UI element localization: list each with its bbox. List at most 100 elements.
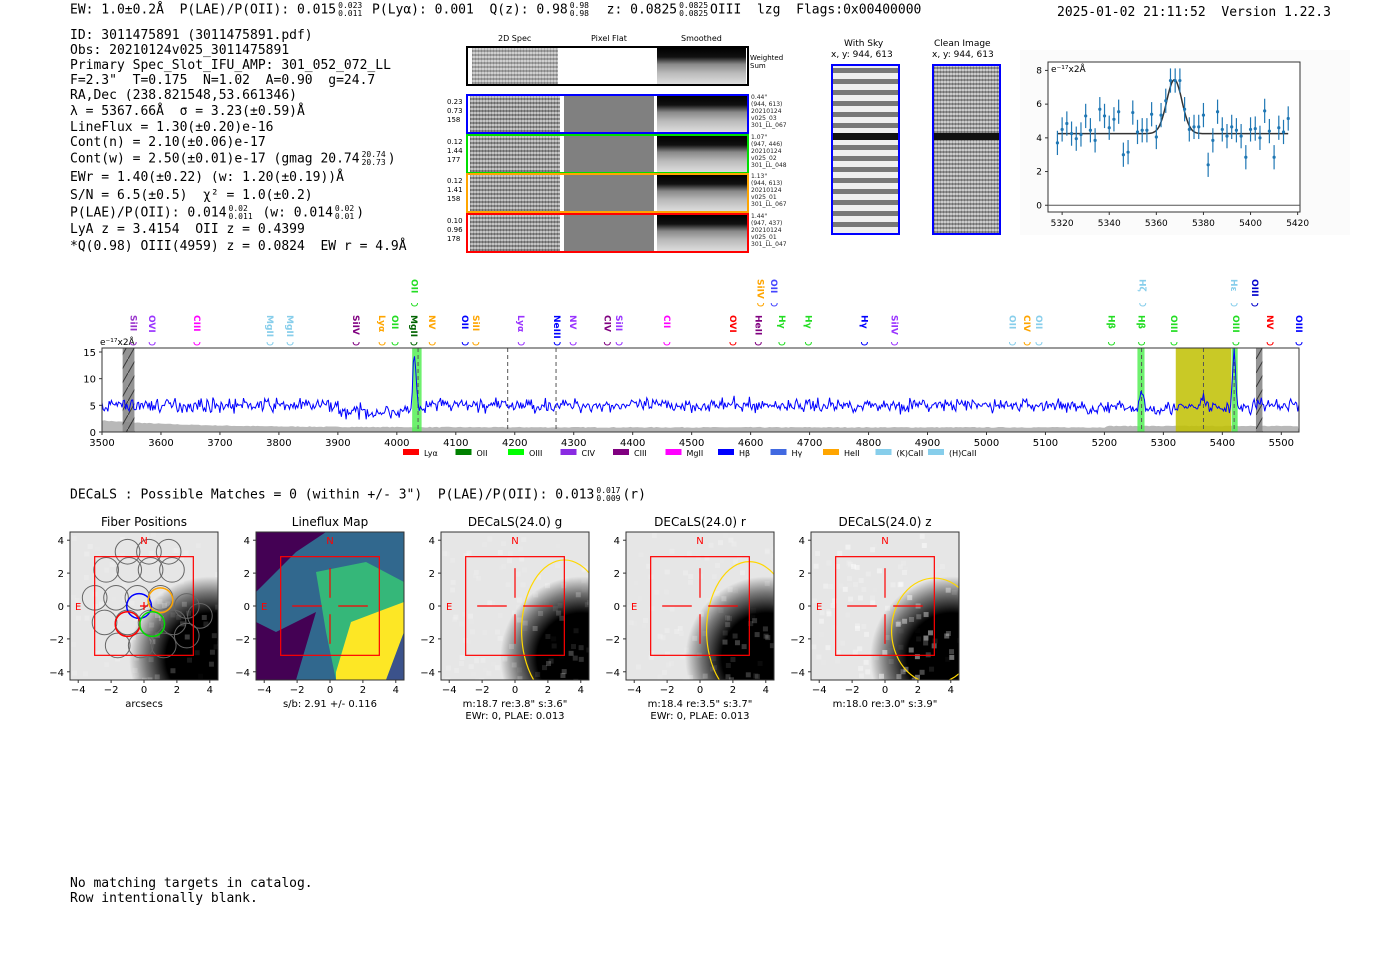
x-tick-label: 3700	[207, 438, 232, 449]
x-tick-label: 4300	[561, 438, 586, 449]
x-tick-label: 5200	[1092, 438, 1117, 449]
noise-pixel	[555, 563, 561, 569]
noise-pixel	[519, 556, 525, 562]
fiber-2dspec-image	[470, 175, 560, 211]
noise-pixel	[657, 633, 663, 639]
info-q: *Q(0.98) OIII(4959) z = 0.0824 EW r = 4.…	[70, 239, 407, 254]
noise-pixel	[732, 633, 738, 639]
data-point	[1093, 138, 1097, 142]
data-point	[1154, 135, 1158, 139]
with-sky-image	[831, 64, 900, 235]
plot-frame	[1047, 61, 1301, 213]
spec2d-row	[466, 133, 749, 174]
noise-pixel	[901, 569, 907, 575]
data-point	[1084, 114, 1088, 118]
noise-pixel	[669, 606, 675, 612]
noise-pixel	[945, 630, 951, 636]
x-tick-label: 5000	[974, 438, 999, 449]
noise-pixel	[649, 606, 655, 612]
noise-pixel	[683, 570, 689, 576]
x-tick-label: 4800	[856, 438, 881, 449]
noise-pixel	[921, 542, 927, 548]
fiber-stats-label: 0.10 0.96 178	[447, 216, 463, 243]
fiber-pixelflat-image	[564, 175, 654, 211]
noise-pixel	[177, 611, 183, 617]
east-label: E	[816, 602, 822, 613]
y-tick-label: −4	[605, 668, 620, 679]
y-tick-label: 0	[90, 428, 96, 439]
line-bracket-icon	[1008, 341, 1016, 346]
data-point	[1201, 113, 1206, 117]
line-label: OII	[389, 315, 399, 329]
x-tick-label: −4	[71, 685, 86, 696]
panel-caption: m:18.7 re:3.8" s:3.6"	[463, 699, 568, 710]
line-bracket-icon	[1230, 302, 1238, 307]
noise-pixel	[688, 675, 694, 680]
x-tick-label: 4	[393, 685, 399, 696]
noise-pixel	[444, 551, 450, 557]
line-label: Hγ	[802, 315, 812, 329]
east-label: E	[261, 602, 267, 613]
line-bracket-icon	[1107, 341, 1115, 346]
noise-pixel	[497, 635, 503, 641]
noise-pixel	[501, 563, 507, 569]
noise-pixel	[752, 618, 758, 624]
noise-pixel	[149, 622, 155, 628]
noise-pixel	[945, 657, 950, 662]
fiber-smoothed-image	[657, 175, 747, 211]
noise-pixel	[679, 655, 685, 661]
noise-pixel	[837, 550, 843, 556]
noise-pixel	[769, 643, 774, 649]
panel-caption: m:18.0 re:3.0" s:3.9"	[833, 699, 938, 710]
noise-pixel	[507, 551, 513, 557]
noise-pixel	[958, 646, 959, 652]
noise-pixel	[830, 603, 836, 609]
noise-pixel	[126, 575, 131, 580]
noise-pixel	[847, 561, 853, 567]
noise-pixel	[764, 548, 770, 554]
noise-pixel	[158, 591, 164, 597]
data-point	[1230, 125, 1234, 129]
fiber-circle	[136, 538, 162, 565]
noise-pixel	[187, 657, 193, 663]
line-label-upper: SiIV	[755, 279, 765, 299]
aperture-box	[650, 556, 750, 656]
noise-pixel	[651, 558, 656, 563]
noise-pixel	[448, 623, 453, 628]
line-label: SiII	[613, 315, 623, 331]
line-label: OII	[1006, 315, 1016, 329]
noise-pixel	[544, 601, 549, 606]
noise-pixel	[687, 551, 693, 557]
line-label: CIV	[601, 315, 611, 332]
noise-pixel	[682, 640, 687, 645]
fiber-circle	[104, 632, 131, 659]
noise-pixel	[897, 582, 903, 588]
noise-pixel	[516, 667, 522, 673]
noise-pixel	[882, 650, 888, 656]
noise-pixel	[568, 650, 574, 656]
noise-pixel	[818, 618, 824, 624]
noise-pixel	[754, 674, 760, 680]
noise-pixel	[627, 592, 632, 597]
center-marker-icon	[140, 602, 148, 610]
noise-pixel	[710, 666, 716, 672]
y-tick-label: −2	[790, 635, 805, 646]
line-bracket-icon	[860, 341, 868, 346]
noise-pixel	[463, 553, 469, 559]
legend-swatch	[403, 449, 419, 455]
noise-pixel	[78, 546, 83, 551]
noise-pixel	[450, 557, 456, 563]
fiber-circle	[173, 593, 200, 619]
noise-pixel	[717, 540, 723, 546]
data-point	[1060, 127, 1064, 132]
x-tick-label: 3900	[325, 438, 350, 449]
fiber-stats-label: 0.23 0.73 158	[447, 98, 463, 124]
noise-pixel	[884, 635, 890, 641]
x-tick-label: 0	[512, 685, 518, 696]
x-tick-label: 4	[948, 685, 954, 696]
panel-image: NE	[626, 532, 774, 680]
noise-pixel	[664, 651, 670, 657]
data-point	[1140, 128, 1144, 132]
x-tick-label: 5400	[1239, 219, 1262, 229]
